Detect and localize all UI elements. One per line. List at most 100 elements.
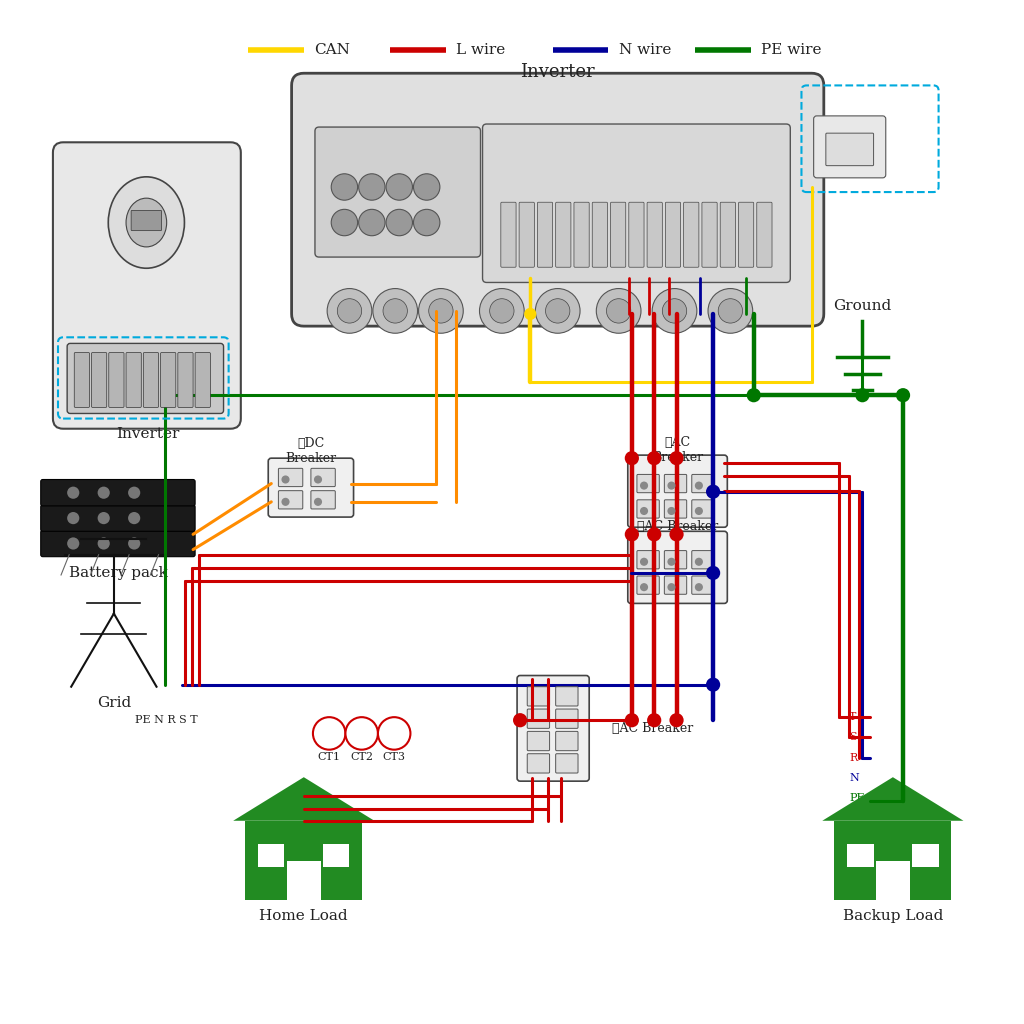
FancyBboxPatch shape xyxy=(556,709,578,728)
Circle shape xyxy=(314,498,323,506)
Circle shape xyxy=(652,289,697,333)
FancyBboxPatch shape xyxy=(517,676,589,781)
FancyBboxPatch shape xyxy=(315,127,480,257)
Circle shape xyxy=(489,299,514,324)
Circle shape xyxy=(647,451,662,465)
FancyBboxPatch shape xyxy=(637,474,659,493)
Text: S: S xyxy=(849,732,857,742)
Circle shape xyxy=(670,713,684,727)
Circle shape xyxy=(337,299,361,324)
FancyBboxPatch shape xyxy=(701,202,717,267)
FancyBboxPatch shape xyxy=(178,352,194,408)
Ellipse shape xyxy=(126,199,167,247)
FancyBboxPatch shape xyxy=(41,505,196,531)
Text: PE wire: PE wire xyxy=(761,43,821,57)
Circle shape xyxy=(331,174,357,200)
Circle shape xyxy=(68,486,79,499)
Circle shape xyxy=(668,558,676,566)
Circle shape xyxy=(373,289,418,333)
Circle shape xyxy=(378,717,411,750)
FancyBboxPatch shape xyxy=(684,202,699,267)
FancyBboxPatch shape xyxy=(556,202,571,267)
FancyBboxPatch shape xyxy=(556,754,578,773)
Circle shape xyxy=(414,174,440,200)
Bar xyxy=(912,845,939,866)
Text: BMS: BMS xyxy=(855,147,886,160)
Circle shape xyxy=(663,299,687,324)
Circle shape xyxy=(68,538,79,550)
FancyBboxPatch shape xyxy=(75,352,89,408)
Text: ④AC Breaker: ④AC Breaker xyxy=(611,722,693,735)
Circle shape xyxy=(345,717,378,750)
Text: PE: PE xyxy=(849,794,865,804)
Circle shape xyxy=(596,289,641,333)
Circle shape xyxy=(331,209,357,236)
Circle shape xyxy=(546,299,570,324)
FancyBboxPatch shape xyxy=(91,352,106,408)
FancyBboxPatch shape xyxy=(825,133,873,166)
Bar xyxy=(258,845,285,866)
Circle shape xyxy=(524,308,537,321)
Circle shape xyxy=(695,507,702,515)
Text: ③AC Breaker: ③AC Breaker xyxy=(637,520,718,532)
Text: CAN: CAN xyxy=(314,43,350,57)
FancyBboxPatch shape xyxy=(666,202,681,267)
FancyBboxPatch shape xyxy=(665,474,687,493)
Circle shape xyxy=(386,209,413,236)
Text: CT3: CT3 xyxy=(383,752,406,762)
FancyBboxPatch shape xyxy=(161,352,176,408)
FancyBboxPatch shape xyxy=(501,202,516,267)
FancyBboxPatch shape xyxy=(628,531,727,603)
Circle shape xyxy=(625,451,639,465)
FancyBboxPatch shape xyxy=(527,709,550,728)
FancyBboxPatch shape xyxy=(637,551,659,569)
Bar xyxy=(835,821,951,900)
FancyBboxPatch shape xyxy=(610,202,626,267)
Text: N wire: N wire xyxy=(618,43,671,57)
Circle shape xyxy=(479,289,524,333)
FancyBboxPatch shape xyxy=(692,500,714,518)
Text: N: N xyxy=(849,773,859,783)
Circle shape xyxy=(695,481,702,489)
FancyBboxPatch shape xyxy=(629,202,644,267)
Text: L wire: L wire xyxy=(456,43,506,57)
FancyBboxPatch shape xyxy=(527,754,550,773)
Ellipse shape xyxy=(109,177,184,268)
Circle shape xyxy=(668,481,676,489)
Circle shape xyxy=(706,566,720,580)
FancyBboxPatch shape xyxy=(538,202,553,267)
FancyBboxPatch shape xyxy=(41,479,196,506)
Circle shape xyxy=(128,538,140,550)
FancyBboxPatch shape xyxy=(519,202,535,267)
Circle shape xyxy=(282,498,290,506)
FancyBboxPatch shape xyxy=(41,530,196,557)
FancyBboxPatch shape xyxy=(126,352,141,408)
FancyBboxPatch shape xyxy=(814,116,886,178)
Text: Backup Load: Backup Load xyxy=(843,909,943,924)
Circle shape xyxy=(327,289,372,333)
FancyBboxPatch shape xyxy=(692,575,714,594)
Circle shape xyxy=(383,299,408,324)
FancyBboxPatch shape xyxy=(757,202,772,267)
Circle shape xyxy=(647,713,662,727)
FancyBboxPatch shape xyxy=(738,202,754,267)
Text: CT2: CT2 xyxy=(350,752,373,762)
FancyBboxPatch shape xyxy=(482,124,791,283)
Text: CT1: CT1 xyxy=(317,752,341,762)
Text: PE N R S T: PE N R S T xyxy=(135,715,198,725)
Circle shape xyxy=(695,558,702,566)
FancyBboxPatch shape xyxy=(527,731,550,751)
Circle shape xyxy=(358,174,385,200)
Circle shape xyxy=(746,388,761,402)
Circle shape xyxy=(695,583,702,591)
FancyBboxPatch shape xyxy=(665,551,687,569)
Circle shape xyxy=(358,209,385,236)
Circle shape xyxy=(640,507,648,515)
Text: ①DC
Breaker: ①DC Breaker xyxy=(286,437,337,465)
Circle shape xyxy=(419,289,463,333)
FancyBboxPatch shape xyxy=(574,202,589,267)
Text: T: T xyxy=(849,712,857,722)
FancyBboxPatch shape xyxy=(131,210,162,230)
Text: Home Load: Home Load xyxy=(259,909,348,924)
Circle shape xyxy=(386,174,413,200)
